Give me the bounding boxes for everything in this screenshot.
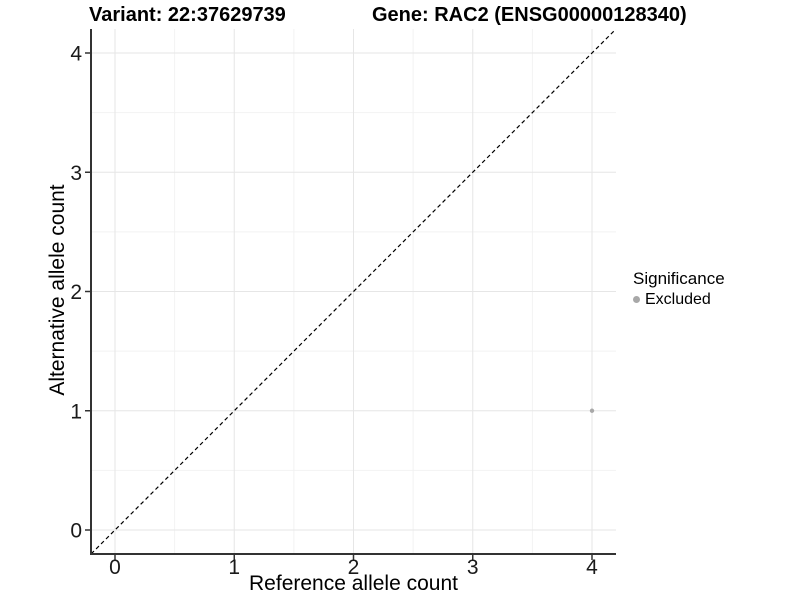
y-tick-label: 4 (70, 43, 82, 66)
y-tick-label: 2 (70, 281, 82, 304)
y-axis-title: Alternative allele count (46, 184, 69, 396)
identity-dashed-line (90, 28, 617, 555)
variant-title: Variant: 22:37629739 (89, 4, 286, 26)
x-tick-label: 3 (467, 556, 479, 579)
x-axis-title: Reference allele count (249, 572, 458, 595)
y-tick-label: 3 (70, 162, 82, 185)
legend-item: Excluded (633, 291, 725, 309)
legend: Significance Excluded (633, 269, 725, 309)
y-tick-label: 0 (70, 520, 82, 543)
legend-key-dot-icon (633, 296, 640, 304)
data-point (589, 408, 595, 413)
gene-title: Gene: RAC2 (ENSG00000128340) (372, 4, 687, 26)
legend-title: Significance (633, 269, 725, 288)
x-tick-label: 0 (109, 556, 121, 579)
x-tick-label: 4 (586, 556, 598, 579)
x-tick-label: 1 (228, 556, 240, 579)
y-tick-label: 1 (70, 400, 82, 423)
x-tick-label: 2 (348, 556, 360, 579)
legend-item-label: Excluded (645, 290, 711, 308)
